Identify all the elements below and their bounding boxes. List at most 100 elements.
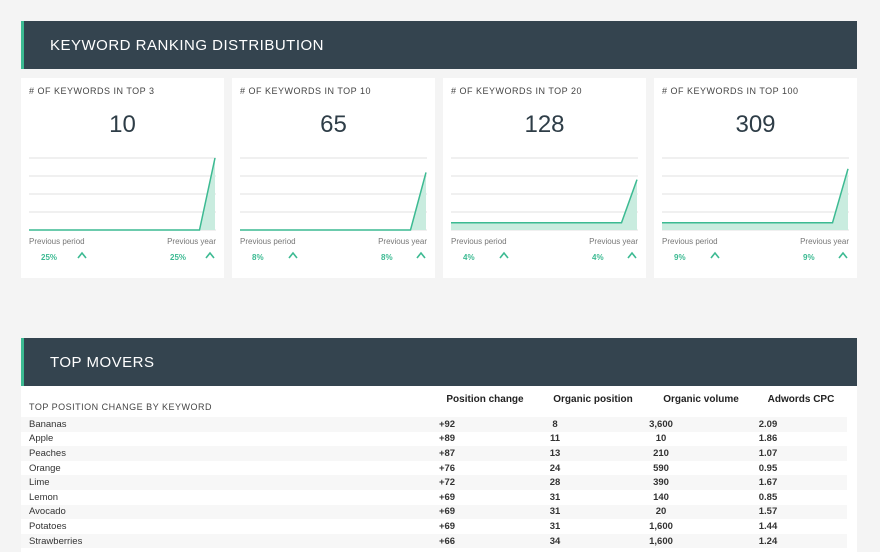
organic-volume-cell: 20 [655, 506, 667, 518]
organic-volume-cell: 10 [655, 433, 667, 445]
table-row[interactable]: Orange +76 24 590 0.95 [21, 461, 847, 476]
up-arrow-icon [627, 251, 637, 259]
up-arrow-icon [499, 251, 509, 259]
keyword-cell: Peaches [29, 447, 66, 459]
adwords-cpc-cell: 1.07 [758, 447, 778, 459]
position-change-cell: +72 [438, 477, 456, 489]
previous-year-change: 8% [381, 253, 393, 262]
position-change-cell: +76 [438, 462, 456, 474]
column-header[interactable]: Organic position [553, 394, 633, 405]
adwords-cpc-cell: 1.24 [758, 535, 778, 547]
adwords-cpc-cell: 1.67 [758, 477, 778, 489]
card-value: 10 [109, 111, 136, 138]
section-title: KEYWORD RANKING DISTRIBUTION [50, 36, 325, 54]
up-arrow-icon [838, 251, 848, 259]
previous-period-label: Previous period [662, 237, 718, 246]
keyword-card: # OF KEYWORDS IN TOP 20 128 Previous per… [443, 78, 646, 278]
keyword-cell: Bananas [29, 418, 67, 430]
card-value: 309 [735, 111, 776, 138]
keyword-cell: Orange [29, 462, 61, 474]
previous-period-label: Previous period [451, 237, 507, 246]
organic-position-cell: 31 [549, 520, 561, 532]
keyword-cell: Avocado [29, 506, 66, 518]
position-change-cell: +69 [438, 520, 456, 532]
adwords-cpc-cell: 0.85 [758, 491, 778, 503]
previous-period-change: 4% [463, 253, 475, 262]
previous-period-label: Previous period [29, 237, 85, 246]
trend-line [240, 172, 427, 231]
table-row[interactable]: Bananas +92 8 3,600 2.09 [21, 417, 847, 432]
position-change-cell: +69 [438, 506, 456, 518]
card-title: # OF KEYWORDS IN TOP 20 [451, 86, 583, 96]
column-header[interactable]: Adwords CPC [767, 394, 835, 405]
card-value: 65 [320, 111, 347, 138]
organic-volume-cell: 210 [653, 447, 669, 459]
organic-volume-cell: 3,600 [649, 418, 673, 430]
table-row[interactable]: Peaches +87 13 210 1.07 [21, 446, 847, 461]
keyword-ranking-header: KEYWORD RANKING DISTRIBUTION [21, 21, 857, 69]
keyword-card: # OF KEYWORDS IN TOP 3 10 Previous perio… [21, 78, 224, 278]
keyword-cell: Lemon [29, 491, 59, 503]
trend-line [29, 157, 216, 231]
keyword-cell: Apple [29, 433, 54, 445]
trend-area [451, 179, 637, 230]
position-change-cell: +92 [438, 418, 456, 430]
table-row[interactable]: Strawberries +66 34 1,600 1.24 [21, 533, 847, 549]
column-header[interactable]: Organic volume [663, 394, 739, 405]
trend-line [451, 179, 638, 224]
organic-position-cell: 31 [549, 506, 561, 518]
previous-period-change: 8% [252, 253, 264, 262]
organic-volume-cell: 390 [653, 477, 669, 489]
keyword-cell: Lime [29, 477, 50, 489]
trend-area [240, 172, 426, 230]
previous-year-change: 9% [803, 253, 815, 262]
trend-chart [662, 157, 849, 231]
top-movers-header: TOP MOVERS [21, 338, 857, 386]
section-title: TOP MOVERS [50, 353, 155, 371]
table-row[interactable]: Potatoes +69 31 1,600 1.44 [21, 519, 847, 534]
trend-chart [451, 157, 638, 231]
table-body: Bananas +92 8 3,600 2.09 Apple +89 11 10 1.86 Peac… [21, 417, 847, 549]
up-arrow-icon [416, 251, 426, 259]
table-row[interactable]: Avocado +69 31 20 1.57 [21, 504, 847, 520]
position-change-cell: +66 [438, 535, 456, 547]
organic-volume-cell: 1,600 [649, 520, 673, 532]
adwords-cpc-cell: 1.57 [758, 506, 778, 518]
column-header[interactable]: Position change [446, 394, 524, 405]
trend-area [662, 168, 848, 230]
up-arrow-icon [710, 251, 720, 259]
card-value: 128 [524, 111, 565, 138]
keyword-card: # OF KEYWORDS IN TOP 10 65 Previous peri… [232, 78, 435, 278]
organic-position-cell: 13 [549, 447, 561, 459]
table-row[interactable]: Apple +89 11 10 1.86 [21, 432, 847, 447]
table-row[interactable]: Lime +72 28 390 1.67 [21, 475, 847, 490]
organic-volume-cell: 1,600 [649, 535, 673, 547]
organic-position-cell: 11 [549, 433, 561, 445]
organic-position-cell: 24 [549, 462, 561, 474]
previous-year-label: Previous year [800, 237, 849, 246]
position-change-cell: +87 [438, 447, 456, 459]
adwords-cpc-cell: 1.44 [758, 520, 778, 532]
table-row[interactable]: Lemon +69 31 140 0.85 [21, 490, 847, 505]
up-arrow-icon [288, 251, 298, 259]
adwords-cpc-cell: 1.86 [758, 433, 778, 445]
organic-position-cell: 34 [549, 535, 561, 547]
up-arrow-icon [77, 251, 87, 259]
keyword-card: # OF KEYWORDS IN TOP 100 309 Previous pe… [654, 78, 857, 278]
trend-line [662, 168, 849, 224]
adwords-cpc-cell: 0.95 [758, 462, 778, 474]
keyword-cell: Strawberries [29, 535, 83, 547]
table-subtitle: TOP POSITION CHANGE BY KEYWORD [29, 402, 213, 412]
keyword-cell: Potatoes [29, 520, 67, 532]
position-change-cell: +69 [438, 491, 456, 503]
card-title: # OF KEYWORDS IN TOP 100 [662, 86, 799, 96]
previous-year-label: Previous year [589, 237, 638, 246]
card-title: # OF KEYWORDS IN TOP 3 [29, 86, 155, 96]
trend-chart [29, 157, 216, 231]
position-change-cell: +89 [438, 433, 456, 445]
card-title: # OF KEYWORDS IN TOP 10 [240, 86, 372, 96]
organic-volume-cell: 590 [653, 462, 669, 474]
organic-position-cell: 31 [549, 491, 561, 503]
previous-year-change: 25% [170, 253, 187, 262]
previous-year-label: Previous year [378, 237, 427, 246]
